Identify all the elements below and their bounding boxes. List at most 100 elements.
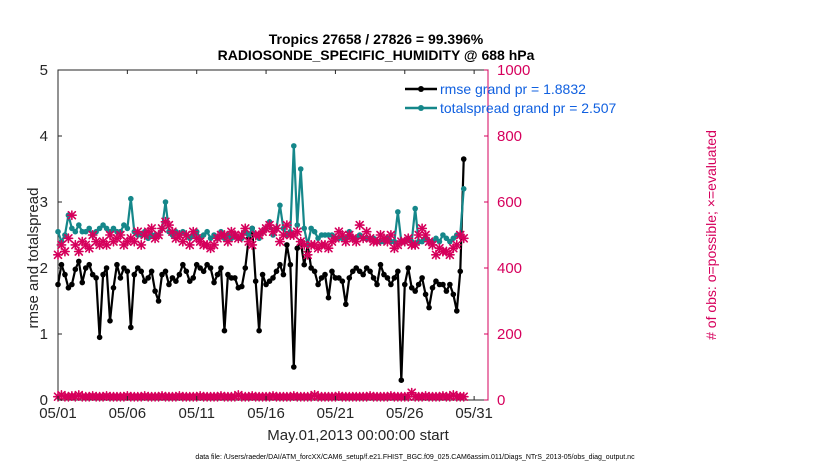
series-possible-point xyxy=(458,233,469,244)
series-possible-point xyxy=(101,239,112,250)
series-possible-point xyxy=(420,230,431,240)
y-tick-label-left: 2 xyxy=(40,260,48,277)
x-axis-label: May.01,2013 00:00:00 start xyxy=(267,427,449,444)
series-totalspread-point xyxy=(294,222,301,228)
series-totalspread-point xyxy=(433,235,439,242)
series-totalspread-point xyxy=(162,199,169,205)
series-rmse-point xyxy=(412,288,418,294)
series-possible-point xyxy=(84,243,95,254)
series-rmse-point xyxy=(401,281,408,288)
series-rmse-point xyxy=(315,281,321,288)
x-tick-label: 05/21 xyxy=(317,405,355,422)
series-rmse-point xyxy=(291,364,297,370)
y-tick-label-left: 4 xyxy=(40,128,48,145)
series-rmse-point xyxy=(308,265,314,271)
series-rmse-point xyxy=(311,268,318,275)
series-totalspread-point xyxy=(419,238,425,245)
series-possible-point xyxy=(146,223,157,234)
series-rmse-point xyxy=(457,268,464,275)
legend-totalspread-marker xyxy=(418,105,424,111)
series-totalspread-point xyxy=(110,225,117,232)
series-rmse-point xyxy=(204,261,210,268)
series-totalspread-point xyxy=(460,186,467,192)
series-rmse-point xyxy=(200,268,207,275)
series-rmse-point xyxy=(159,271,165,278)
y-axis-right-label: # of obs: o=possible; ×=evaluated xyxy=(703,130,719,340)
series-possible-point xyxy=(73,246,84,257)
series-totalspread-point xyxy=(121,222,127,228)
series-rmse-point xyxy=(124,268,131,275)
chart-title-line1: Tropics 27658 / 27826 = 99.396% xyxy=(269,31,484,47)
series-rmse-point xyxy=(72,266,79,273)
series-rmse-point xyxy=(367,268,373,275)
legend-totalspread-label: totalspread grand pr = 2.507 xyxy=(440,100,617,116)
series-rmse-point xyxy=(242,265,249,271)
series-totalspread-point xyxy=(395,209,401,215)
series-rmse-point xyxy=(82,265,89,271)
series-rmse-point xyxy=(301,261,308,268)
series-rmse-point xyxy=(270,275,276,281)
series-totalspread-point xyxy=(440,232,446,238)
series-rmse-point xyxy=(100,271,106,278)
series-possible-point xyxy=(222,236,233,247)
series-rmse-point xyxy=(460,156,467,162)
series-possible-point xyxy=(115,230,126,240)
series-rmse-point xyxy=(370,275,377,281)
series-rmse-point xyxy=(384,275,391,281)
legend-rmse-label: rmse grand pr = 1.8832 xyxy=(440,81,586,97)
series-possible-point xyxy=(247,239,258,250)
data-marks xyxy=(52,143,469,402)
series-rmse-point xyxy=(284,242,290,248)
series-rmse-point xyxy=(336,275,342,281)
y-tick-label-right: 800 xyxy=(497,128,522,145)
series-totalspread-point xyxy=(69,225,75,232)
series-rmse-point xyxy=(450,291,457,298)
series-rmse-point xyxy=(86,261,93,268)
series-rmse-point xyxy=(388,281,394,288)
series-rmse-point xyxy=(62,271,68,278)
series-rmse-point xyxy=(252,278,259,285)
series-rmse-point xyxy=(128,324,134,331)
series-rmse-point xyxy=(453,308,460,314)
series-totalspread-point xyxy=(311,228,318,235)
series-rmse-point xyxy=(221,327,228,334)
series-possible-point xyxy=(132,226,143,237)
series-rmse-point xyxy=(103,265,110,271)
series-possible-point xyxy=(302,249,313,260)
series-rmse-point xyxy=(138,268,145,275)
series-possible-point xyxy=(385,230,396,240)
x-tick-label: 05/26 xyxy=(386,405,424,422)
series-rmse-point xyxy=(263,281,269,288)
y-tick-label-right: 1000 xyxy=(497,62,530,79)
series-possible-point xyxy=(410,239,421,250)
series-totalspread-point xyxy=(447,238,453,245)
series-totalspread-point xyxy=(72,228,79,235)
y-tick-label-left: 0 xyxy=(40,392,48,409)
series-rmse-point xyxy=(169,275,176,281)
x-tick-label: 05/11 xyxy=(178,405,214,422)
series-rmse-point xyxy=(190,275,197,281)
series-rmse-point xyxy=(426,304,432,311)
series-rmse-point xyxy=(193,261,200,268)
series-rmse-point xyxy=(232,275,238,281)
series-totalspread-point xyxy=(55,228,61,235)
series-rmse-point xyxy=(343,301,349,308)
series-rmse-point xyxy=(107,318,113,324)
series-rmse-point xyxy=(89,271,96,278)
series-rmse-point xyxy=(145,275,151,281)
series-rmse-point xyxy=(259,271,266,278)
series-totalspread-point xyxy=(86,225,93,232)
y-tick-label-left: 3 xyxy=(40,194,48,211)
series-totalspread-point xyxy=(308,225,314,232)
series-possible-point xyxy=(209,239,220,250)
series-rmse-point xyxy=(415,281,422,288)
series-totalspread-point xyxy=(412,205,418,212)
series-possible-point xyxy=(451,239,462,250)
series-possible-point xyxy=(59,246,70,257)
series-rmse-point xyxy=(346,275,353,281)
series-possible-point xyxy=(63,233,74,244)
series-rmse-point xyxy=(443,288,450,294)
series-rmse-point xyxy=(93,275,99,281)
series-totalspread-point xyxy=(103,225,110,232)
series-rmse-point xyxy=(356,268,363,275)
